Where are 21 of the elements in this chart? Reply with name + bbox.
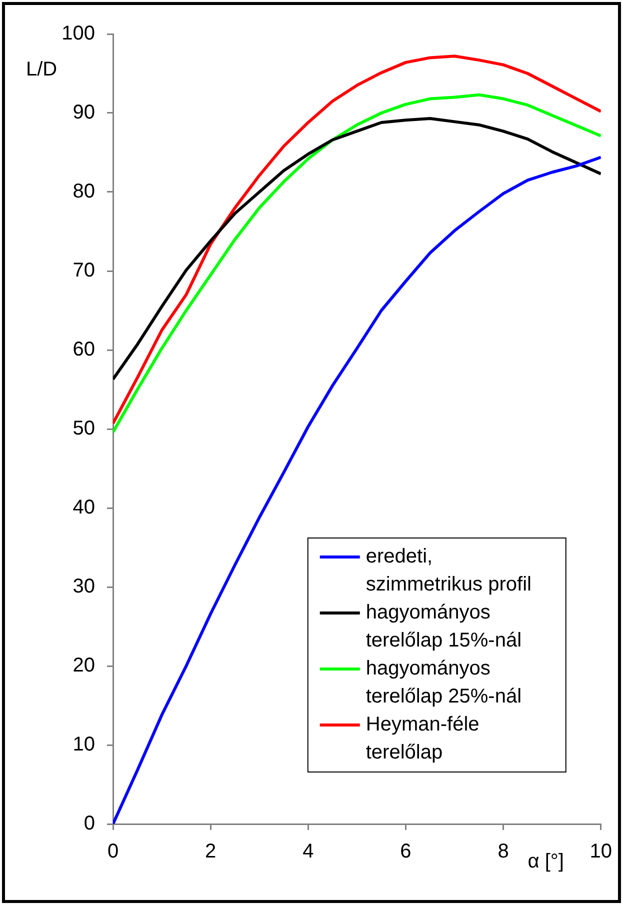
y-tick-label: 70 [72,260,95,282]
y-tick-label: 10 [72,734,95,756]
y-tick-label: 50 [72,418,95,440]
legend-label: Heyman-féle terelőlap [366,714,480,764]
y-tick-label: 40 [72,496,95,519]
y-tick-label: 20 [72,654,95,677]
y-tick-label: 80 [72,180,95,203]
y-tick-label: 0 [84,812,95,835]
legend-label: hagyományos terelőlap 25%-nál [366,658,522,708]
x-tick-label: 6 [400,840,412,863]
x-tick-label: 10 [590,840,612,863]
x-tick-label: 0 [107,840,119,863]
y-tick-label: 60 [72,338,95,361]
x-tick-label: 4 [302,840,314,863]
x-tick-label: 2 [205,840,216,863]
y-tick-label: 100 [62,22,95,45]
x-tick-label: 8 [498,840,509,863]
y-tick-label: 30 [72,576,95,598]
y-axis-title: L/D [26,58,58,81]
x-axis-title: α [°] [528,850,564,873]
y-tick-label: 90 [72,102,95,124]
